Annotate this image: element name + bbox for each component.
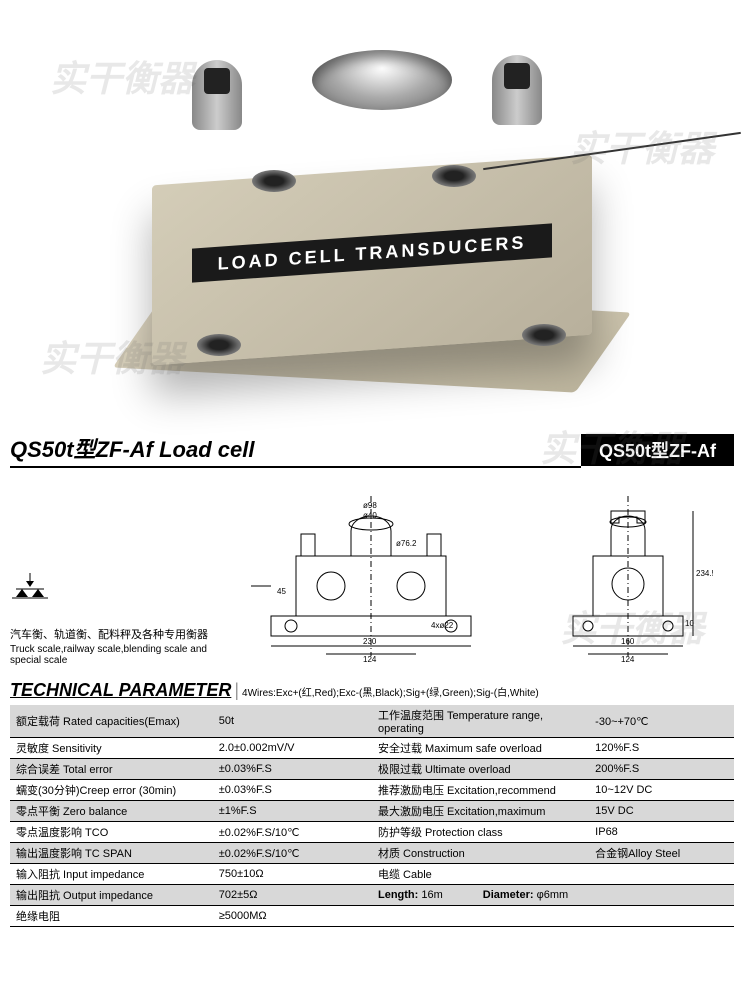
param-label: 电缆 Cable bbox=[372, 864, 589, 885]
param-label: 蠕变(30分钟)Creep error (30min) bbox=[10, 780, 213, 801]
param-value: 15V DC bbox=[589, 801, 734, 822]
diagram-front: ø98 ø40 ø76.2 45 4xø22 124 230 bbox=[241, 486, 501, 666]
usage-text-en: Truck scale,railway scale,blending scale… bbox=[10, 644, 220, 666]
usage-block: 汽车衡、轨道衡、配料秤及各种专用衡器 Truck scale,railway s… bbox=[10, 486, 220, 666]
param-label: 零点平衡 Zero balance bbox=[10, 801, 213, 822]
cable-spec: Length: 16mDiameter: φ6mm bbox=[372, 885, 734, 906]
diagrams: ø98 ø40 ø76.2 45 4xø22 124 230 bbox=[220, 486, 734, 666]
table-row: 额定载荷 Rated capacities(Emax)50t工作温度范围 Tem… bbox=[10, 705, 734, 738]
table-row: 绝缘电阻≥5000MΩ bbox=[10, 906, 734, 927]
param-value: 10~12V DC bbox=[589, 780, 734, 801]
dim-h1: 45 bbox=[277, 587, 286, 596]
loadcell-render: LOAD CELL TRANSDUCERS bbox=[132, 40, 612, 380]
param-label: 额定载荷 Rated capacities(Emax) bbox=[10, 705, 213, 738]
dim-d1: ø98 bbox=[363, 501, 377, 510]
param-value: ≥5000MΩ bbox=[213, 906, 372, 927]
param-value bbox=[589, 864, 734, 885]
dim-h: 234.5 bbox=[696, 569, 713, 578]
param-label: 工作温度范围 Temperature range, operating bbox=[372, 705, 589, 738]
dim-sw2: 160 bbox=[621, 637, 635, 646]
param-label: 灵敏度 Sensitivity bbox=[10, 738, 213, 759]
dim-w1: 124 bbox=[363, 655, 377, 664]
usage-text-cn: 汽车衡、轨道衡、配料秤及各种专用衡器 bbox=[10, 626, 220, 642]
param-label: 材质 Construction bbox=[372, 843, 589, 864]
param-value: ±0.02%F.S/10℃ bbox=[213, 843, 372, 864]
param-label: 输入阻抗 Input impedance bbox=[10, 864, 213, 885]
title-row: QS50t型ZF-Af Load cell QS50t型ZF-Af bbox=[0, 428, 744, 472]
dim-w2: 230 bbox=[363, 637, 377, 646]
table-row: 综合误差 Total error±0.03%F.S极限过载 Ultimate o… bbox=[10, 759, 734, 780]
param-value: 合金钢Alloy Steel bbox=[589, 843, 734, 864]
dim-t: 10 bbox=[685, 619, 694, 628]
table-row: 零点平衡 Zero balance±1%F.S最大激励电压 Excitation… bbox=[10, 801, 734, 822]
table-row: 蠕变(30分钟)Creep error (30min)±0.03%F.S推荐激励… bbox=[10, 780, 734, 801]
param-value: 750±10Ω bbox=[213, 864, 372, 885]
wire-legend: 4Wires:Exc+(红,Red);Exc-(黑,Black);Sig+(绿,… bbox=[242, 688, 539, 699]
param-label: 零点温度影响 TCO bbox=[10, 822, 213, 843]
param-value: 120%F.S bbox=[589, 738, 734, 759]
table-row: 输出温度影响 TC SPAN±0.02%F.S/10℃材质 Constructi… bbox=[10, 843, 734, 864]
param-label: 综合误差 Total error bbox=[10, 759, 213, 780]
param-label: 输出阻抗 Output impedance bbox=[10, 885, 213, 906]
table-row: 输入阻抗 Input impedance750±10Ω电缆 Cable bbox=[10, 864, 734, 885]
model-badge: QS50t型ZF-Af bbox=[581, 434, 734, 466]
param-value: ±0.03%F.S bbox=[213, 759, 372, 780]
param-table: 额定载荷 Rated capacities(Emax)50t工作温度范围 Tem… bbox=[10, 705, 734, 927]
tech-param-title: TECHNICAL PARAMETER bbox=[10, 680, 231, 700]
param-label bbox=[372, 906, 589, 927]
param-value: IP68 bbox=[589, 822, 734, 843]
table-row: 灵敏度 Sensitivity2.0±0.002mV/V安全过载 Maximum… bbox=[10, 738, 734, 759]
dim-sw1: 124 bbox=[621, 655, 635, 664]
param-label: 推荐激励电压 Excitation,recommend bbox=[372, 780, 589, 801]
dim-slot: 4xø22 bbox=[431, 621, 454, 630]
param-value: ±0.03%F.S bbox=[213, 780, 372, 801]
param-label: 最大激励电压 Excitation,maximum bbox=[372, 801, 589, 822]
dim-d2: ø40 bbox=[363, 511, 377, 520]
product-title: QS50t型ZF-Af Load cell bbox=[10, 432, 581, 468]
param-label: 防护等级 Protection class bbox=[372, 822, 589, 843]
param-label: 输出温度影响 TC SPAN bbox=[10, 843, 213, 864]
param-value: ±1%F.S bbox=[213, 801, 372, 822]
load-symbol-icon bbox=[10, 573, 220, 614]
param-value: ±0.02%F.S/10℃ bbox=[213, 822, 372, 843]
param-value bbox=[589, 906, 734, 927]
table-row: 输出阻抗 Output impedance702±5ΩLength: 16mDi… bbox=[10, 885, 734, 906]
param-label: 绝缘电阻 bbox=[10, 906, 213, 927]
tech-param-header: TECHNICAL PARAMETER|4Wires:Exc+(红,Red);E… bbox=[0, 680, 744, 701]
param-label: 安全过载 Maximum safe overload bbox=[372, 738, 589, 759]
product-photo: LOAD CELL TRANSDUCERS 实干衡器 实干衡器 实干衡器 bbox=[0, 0, 744, 420]
mid-section: 汽车衡、轨道衡、配料秤及各种专用衡器 Truck scale,railway s… bbox=[0, 472, 744, 674]
dim-d3: ø76.2 bbox=[396, 539, 417, 548]
param-value: 200%F.S bbox=[589, 759, 734, 780]
param-value: 50t bbox=[213, 705, 372, 738]
diagram-side: 234.5 10 124 160 bbox=[553, 486, 713, 666]
param-value: 2.0±0.002mV/V bbox=[213, 738, 372, 759]
param-value: -30~+70℃ bbox=[589, 705, 734, 738]
param-value: 702±5Ω bbox=[213, 885, 372, 906]
param-label: 极限过载 Ultimate overload bbox=[372, 759, 589, 780]
table-row: 零点温度影响 TCO±0.02%F.S/10℃防护等级 Protection c… bbox=[10, 822, 734, 843]
